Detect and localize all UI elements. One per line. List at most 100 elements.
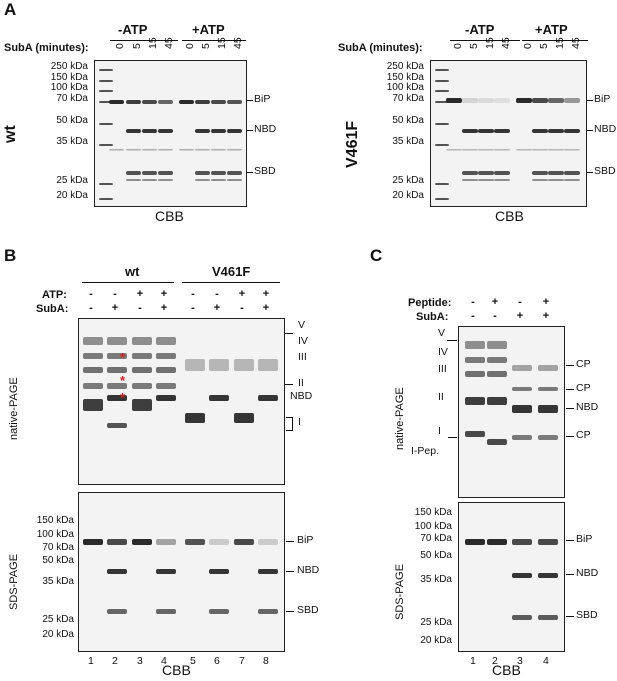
gel-band: [107, 395, 127, 401]
gel-band: [179, 149, 194, 151]
gel-band: [211, 171, 226, 175]
peptide-row-label: Peptide:: [408, 297, 452, 309]
gel-band: [487, 439, 507, 445]
gel-band: [538, 387, 558, 391]
gel-band: [478, 179, 494, 181]
gel-band: [512, 573, 532, 578]
suba-sign: -: [240, 302, 244, 314]
lane-number: 6: [214, 655, 220, 667]
gel-band: [532, 98, 548, 103]
sds-page-label: SDS-PAGE: [394, 563, 406, 620]
gel-band: [107, 383, 127, 389]
panel-c-label: C: [370, 246, 383, 265]
gel-band: [512, 365, 532, 371]
stain-label: CBB: [495, 208, 524, 224]
gel-band: [478, 129, 494, 133]
leader-line: [286, 571, 294, 572]
suba-sign: +: [111, 302, 119, 314]
gel-band: [99, 198, 113, 200]
gel-bands: [465, 539, 558, 620]
lane-label: 15: [554, 37, 566, 49]
atp-sign: +: [136, 288, 144, 300]
gel-band: [512, 435, 532, 440]
gel-band: [564, 149, 580, 151]
gel-band: [156, 609, 176, 614]
gel-band: [99, 69, 113, 71]
gel-band: [435, 198, 449, 200]
gel-band: [156, 337, 176, 345]
peptide-sign: +: [542, 296, 550, 308]
gel-bands: [83, 337, 278, 428]
gel-band: [209, 569, 229, 574]
gel-band: [487, 371, 507, 377]
gel-band: [195, 179, 210, 181]
gel-band: [532, 171, 548, 175]
band-label: NBD: [576, 567, 599, 579]
band-label: NBD: [254, 123, 277, 135]
marker-label: 70 kDa: [42, 542, 74, 553]
gel-band: [158, 100, 173, 104]
marker-label: 70 kDa: [56, 93, 88, 104]
genotype-label: V461F: [344, 120, 361, 168]
suba-sign: +: [160, 302, 168, 314]
marker-label: 35 kDa: [56, 136, 88, 147]
native-band-label: II: [438, 391, 444, 403]
gel-band: [532, 149, 548, 151]
gel-band: [156, 367, 176, 373]
gel-band: [107, 569, 127, 574]
gel-band: [538, 615, 558, 620]
gel-band: [564, 129, 580, 133]
group-underline: [82, 282, 174, 283]
gel-band: [462, 179, 478, 181]
gel-band: [462, 149, 478, 151]
gel-band: [185, 413, 205, 423]
lane-number: 2: [112, 655, 118, 667]
gel-band: [462, 98, 478, 103]
gel-band: [107, 367, 127, 373]
gel-band: [494, 129, 510, 133]
gel-band: [132, 399, 152, 411]
band-label: NBD: [594, 123, 617, 135]
gel-band: [99, 144, 113, 146]
suba-sign: +: [262, 302, 270, 314]
leader-line: [566, 616, 574, 617]
gel-band: [487, 539, 507, 545]
lane-number: 7: [239, 655, 245, 667]
gel-band: [564, 171, 580, 175]
gel-band: [142, 179, 157, 181]
gel-band: [494, 98, 510, 103]
gel-image: [94, 60, 247, 207]
gel-band: [465, 539, 485, 545]
group-underline: [182, 282, 280, 283]
native-band-label: CP: [576, 382, 591, 394]
marker-label: 50 kDa: [42, 555, 74, 566]
native-gel-image: [78, 318, 285, 485]
gel-band: [258, 359, 278, 371]
gel-band: [512, 615, 532, 620]
band-label: SBD: [594, 165, 616, 177]
gel-band: [99, 123, 113, 125]
marker-label: 25 kDa: [56, 175, 88, 186]
native-band-label: IV: [438, 346, 448, 358]
gel-band: [234, 413, 254, 423]
gel-band: [435, 69, 449, 71]
gel-band: [83, 539, 103, 545]
gel-band: [465, 341, 485, 349]
suba-sign: +: [516, 310, 524, 322]
gel-band: [258, 539, 278, 545]
asterisk-mark: *: [120, 373, 126, 388]
peptide-sign: -: [471, 296, 475, 308]
gel-band: [126, 100, 141, 104]
condition-underline: [450, 40, 520, 41]
marker-label: 20 kDa: [420, 635, 452, 646]
gel-band: [158, 171, 173, 175]
marker-label: 70 kDa: [420, 533, 452, 544]
gel-band: [209, 395, 229, 401]
gel-band: [227, 179, 242, 181]
lane-label: 0: [522, 43, 534, 49]
leader-line: [286, 611, 294, 612]
marker-label: 250 kDa: [50, 61, 88, 72]
lane-label: 0: [452, 43, 464, 49]
condition-plus-atp: +ATP: [535, 22, 568, 37]
band-label: BiP: [594, 93, 611, 105]
